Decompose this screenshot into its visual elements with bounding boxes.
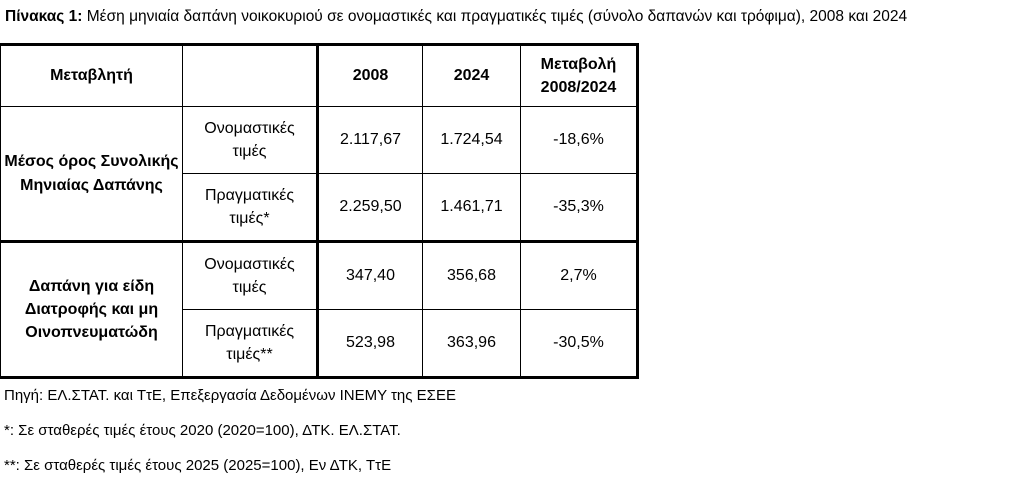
price-type-cell: Ονομαστικές τιμές xyxy=(182,241,318,310)
value-change: -30,5% xyxy=(520,309,639,379)
table-caption-label: Πίνακας 1: xyxy=(5,8,83,25)
header-2008: 2008 xyxy=(316,43,423,107)
value-2008: 523,98 xyxy=(316,309,423,379)
price-type-cell: Πραγματικές τιμές* xyxy=(182,173,318,243)
value-2024: 1.461,71 xyxy=(422,173,521,243)
source-note: Πηγή: ΕΛ.ΣΤΑΤ. και ΤτΕ, Επεξεργασία Δεδο… xyxy=(4,387,456,404)
table-row: Δαπάνη για είδη Διατροφής και μη Οινοπνε… xyxy=(0,241,639,379)
group-label-total-expenditure: Μέσος όρος Συνολικής Μηνιαίας Δαπάνης xyxy=(0,106,183,243)
price-type-cell: Ονομαστικές τιμές xyxy=(182,106,318,174)
value-2024: 1.724,54 xyxy=(422,106,521,174)
header-variable: Μεταβλητή xyxy=(0,43,183,107)
table-caption-text: Μέση μηνιαία δαπάνη νοικοκυριού σε ονομα… xyxy=(82,8,908,25)
value-2024: 356,68 xyxy=(422,241,521,310)
footnote-asterisk: *: Σε σταθερές τιμές έτους 2020 (2020=10… xyxy=(4,422,401,439)
table-row: Πραγματικές τιμές** 523,98 363,96 -30,5% xyxy=(1,309,639,379)
value-2024: 363,96 xyxy=(422,309,521,379)
header-2024: 2024 xyxy=(422,43,521,107)
table-row: Μέσος όρος Συνολικής Μηνιαίας Δαπάνης Ον… xyxy=(0,106,639,243)
table-notes: Πηγή: ΕΛ.ΣΤΑΤ. και ΤτΕ, Επεξεργασία Δεδο… xyxy=(0,387,1019,475)
table-row: Πραγματικές τιμές* 2.259,50 1.461,71 -35… xyxy=(1,173,639,243)
price-type-cell: Πραγματικές τιμές** xyxy=(182,309,318,379)
table-caption: Πίνακας 1: Μέση μηνιαία δαπάνη νοικοκυρι… xyxy=(0,0,1019,27)
value-2008: 347,40 xyxy=(316,241,423,310)
header-change: Μεταβολή 2008/2024 xyxy=(520,43,639,107)
value-change: -35,3% xyxy=(520,173,639,243)
expenditure-table: Μεταβλητή 2008 2024 Μεταβολή 2008/2024 Μ… xyxy=(0,43,639,379)
value-change: 2,7% xyxy=(520,241,639,310)
group-label-food-expenditure: Δαπάνη για είδη Διατροφής και μη Οινοπνε… xyxy=(0,241,183,379)
header-row: Μεταβλητή 2008 2024 Μεταβολή 2008/2024 xyxy=(0,43,639,107)
header-price-type xyxy=(182,43,318,107)
value-2008: 2.259,50 xyxy=(316,173,423,243)
value-change: -18,6% xyxy=(520,106,639,174)
footnote-double-asterisk: **: Σε σταθερές τιμές έτους 2025 (2025=1… xyxy=(4,457,392,474)
value-2008: 2.117,67 xyxy=(316,106,423,174)
